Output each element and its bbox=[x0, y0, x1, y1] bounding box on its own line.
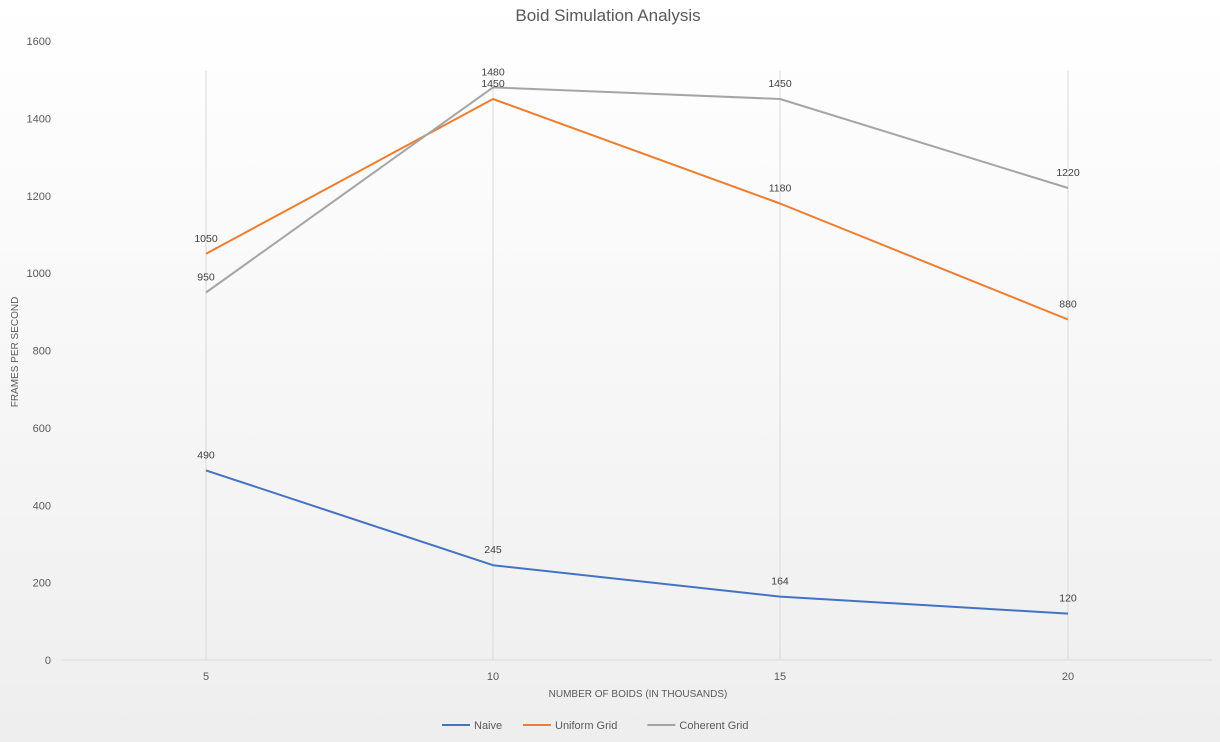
data-label-naive: 490 bbox=[197, 449, 215, 461]
x-tick-label: 20 bbox=[1062, 671, 1074, 683]
y-tick-label: 1600 bbox=[27, 36, 51, 48]
legend-label-uniform-grid: Uniform Grid bbox=[555, 720, 617, 732]
y-tick-label: 1200 bbox=[27, 191, 51, 203]
data-label-uniform-grid: 1050 bbox=[194, 233, 218, 245]
y-tick-label: 1400 bbox=[27, 113, 51, 125]
data-label-coherent-grid: 1220 bbox=[1056, 167, 1080, 179]
vertical-gridlines bbox=[205, 71, 1069, 660]
y-tick-label: 800 bbox=[33, 346, 51, 358]
y-tick-label: 600 bbox=[33, 423, 51, 435]
y-axis-label: FRAMES PER SECOND bbox=[10, 297, 21, 408]
chart-title: Boid Simulation Analysis bbox=[515, 6, 700, 25]
series-lines bbox=[205, 86, 1069, 615]
x-axis-label: NUMBER OF BOIDS (IN THOUSANDS) bbox=[549, 689, 728, 700]
data-label-uniform-grid: 1450 bbox=[481, 78, 505, 90]
data-label-coherent-grid: 1450 bbox=[768, 78, 792, 90]
data-label-naive: 120 bbox=[1059, 593, 1077, 605]
y-tick-label: 1000 bbox=[27, 268, 51, 280]
data-label-coherent-grid: 1480 bbox=[481, 66, 505, 78]
y-tick-label: 400 bbox=[33, 500, 51, 512]
series-line-uniform-grid bbox=[205, 98, 1069, 321]
data-label-naive: 164 bbox=[771, 576, 789, 588]
x-tick-label: 5 bbox=[203, 671, 209, 683]
x-tick-label: 15 bbox=[774, 671, 786, 683]
data-label-uniform-grid: 1180 bbox=[769, 182, 792, 194]
data-label-uniform-grid: 880 bbox=[1059, 299, 1077, 311]
y-tick-label: 0 bbox=[45, 655, 51, 667]
series-line-naive bbox=[205, 469, 1069, 615]
series-line-coherent-grid bbox=[205, 86, 1069, 294]
y-axis-ticks: 0 200 400 600 800 1000 1200 1400 1600 bbox=[27, 36, 51, 667]
x-axis-ticks: 5 10 15 20 bbox=[203, 671, 1074, 683]
x-tick-label: 10 bbox=[487, 671, 499, 683]
legend-label-coherent-grid: Coherent Grid bbox=[679, 720, 748, 732]
data-labels: 4902451641201050145011808809501480145012… bbox=[194, 66, 1080, 604]
data-label-coherent-grid: 950 bbox=[197, 271, 215, 283]
y-tick-label: 200 bbox=[33, 578, 51, 590]
legend-label-naive: Naive bbox=[474, 720, 502, 732]
data-label-naive: 245 bbox=[484, 544, 502, 556]
legend: Naive Uniform Grid Coherent Grid bbox=[442, 720, 748, 732]
